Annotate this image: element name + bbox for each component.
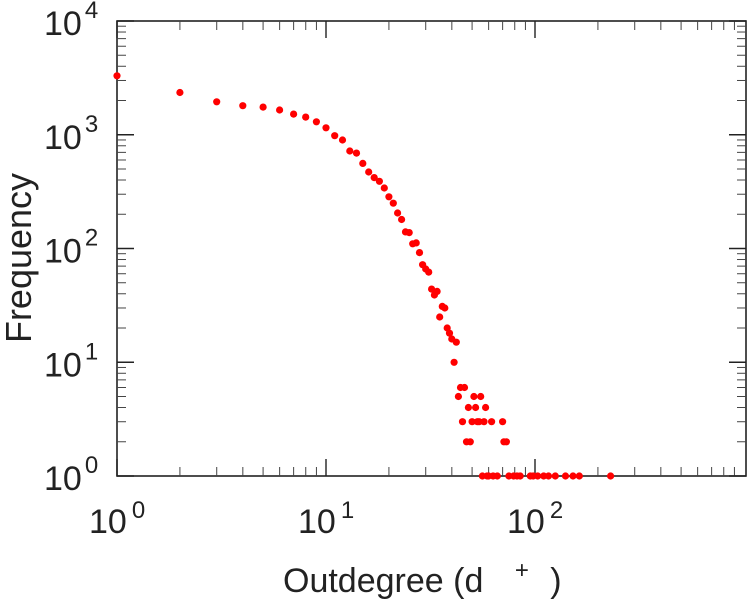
data-point xyxy=(436,313,444,321)
data-point xyxy=(472,403,480,412)
y-tick-label: 10 4 xyxy=(44,0,98,43)
data-point xyxy=(385,193,393,201)
data-point xyxy=(239,102,247,110)
major-ticks xyxy=(116,20,746,477)
data-point xyxy=(322,124,330,132)
data-point xyxy=(425,268,433,276)
y-tick-label: 10 3 xyxy=(44,111,98,157)
data-point xyxy=(346,147,354,155)
x-axis-title: Outdegree (d + ) xyxy=(283,548,562,600)
data-point xyxy=(428,285,436,293)
x-axis-title-sup: + xyxy=(515,557,529,584)
data-point xyxy=(551,472,559,480)
data-point xyxy=(488,418,496,426)
data-point xyxy=(516,472,524,480)
x-tick-label: 10 1 xyxy=(298,497,354,541)
x-axis-title-close: ) xyxy=(550,562,561,600)
data-point xyxy=(213,98,221,106)
data-point xyxy=(460,383,469,392)
y-tick-label: 10 2 xyxy=(44,225,98,271)
y-tick-label: 10 1 xyxy=(44,338,98,384)
data-point xyxy=(441,304,449,312)
data-point xyxy=(176,88,184,97)
data-point xyxy=(502,438,510,446)
x-tick-label: 10 0 xyxy=(89,497,145,541)
data-point xyxy=(450,358,458,366)
data-point xyxy=(352,149,361,157)
data-point xyxy=(445,329,454,337)
data-point xyxy=(544,472,553,480)
data-point xyxy=(470,392,478,401)
data-point xyxy=(458,418,467,426)
plot-frame xyxy=(116,20,747,477)
data-points xyxy=(113,72,615,480)
data-point xyxy=(276,106,284,114)
y-axis-title: Frequency xyxy=(0,173,39,343)
data-point xyxy=(412,239,420,247)
minor-ticks xyxy=(117,21,746,476)
data-point xyxy=(534,472,542,480)
data-point xyxy=(359,159,367,167)
data-point xyxy=(380,184,388,192)
data-point xyxy=(499,418,507,426)
data-point xyxy=(480,418,488,426)
data-point xyxy=(375,177,383,185)
x-axis-title-main: Outdegree (d xyxy=(283,562,483,600)
data-point xyxy=(482,403,490,412)
data-point xyxy=(464,403,472,412)
data-point xyxy=(452,338,460,346)
y-tick-label: 10 0 xyxy=(44,452,98,498)
data-point xyxy=(466,438,474,446)
data-point xyxy=(259,103,267,111)
data-point xyxy=(433,287,441,295)
data-point xyxy=(398,215,406,224)
data-point xyxy=(290,110,298,118)
data-point xyxy=(331,132,339,140)
data-point xyxy=(389,199,397,207)
data-point xyxy=(575,472,583,480)
data-point xyxy=(477,392,485,401)
data-point xyxy=(569,472,577,480)
data-point xyxy=(370,174,378,182)
data-point xyxy=(394,209,402,217)
data-point xyxy=(338,136,347,144)
data-point xyxy=(113,72,121,80)
data-point xyxy=(365,168,373,176)
data-point xyxy=(405,229,413,237)
x-tick-label: 10 2 xyxy=(507,497,563,541)
data-point xyxy=(561,472,570,480)
data-point xyxy=(493,472,501,480)
x-tick-labels: 10 0 10 1 10 2 xyxy=(89,497,563,541)
data-point xyxy=(468,418,476,426)
data-point xyxy=(415,249,424,257)
data-point xyxy=(607,472,615,480)
data-point xyxy=(312,118,320,126)
data-point xyxy=(302,113,310,121)
data-point xyxy=(454,392,462,401)
